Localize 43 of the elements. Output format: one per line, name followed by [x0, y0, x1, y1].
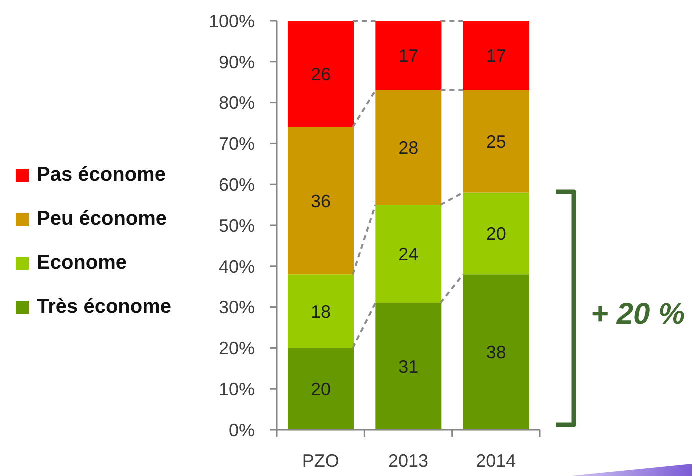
x-tick-label: 2013: [388, 450, 429, 471]
y-tick-label: 90%: [218, 52, 255, 72]
y-tick-label: 30%: [218, 298, 255, 318]
legend-label: Très économe: [37, 296, 172, 318]
y-tick-label: 60%: [218, 174, 255, 195]
data-label: 20: [310, 379, 332, 400]
y-tick-label: 20%: [218, 338, 255, 359]
bar: [288, 21, 354, 128]
y-tick-label: 100%: [208, 11, 255, 32]
bar: [463, 192, 530, 275]
data-label: 18: [310, 302, 332, 322]
bar: [288, 127, 354, 275]
bar: [463, 90, 530, 193]
data-label: 25: [486, 132, 506, 152]
data-label: 20: [486, 224, 506, 244]
data-label: 28: [398, 138, 419, 158]
y-tick-label: 40%: [218, 256, 255, 277]
data-label: 38: [486, 342, 506, 363]
x-tick-label: 2014: [476, 450, 516, 471]
bar: [288, 348, 354, 430]
data-label: 31: [398, 356, 419, 377]
bar: [463, 274, 530, 430]
legend-label: Peu économe: [37, 208, 168, 230]
text: + 20 %: [591, 298, 686, 331]
y-tick-label: 10%: [218, 379, 255, 400]
y-tick-label: 0%: [228, 420, 255, 440]
legend-label: Econome: [37, 252, 128, 274]
bar: [376, 90, 442, 206]
data-label: 26: [310, 64, 332, 85]
bar: [288, 274, 354, 348]
legend-label: Pas économe: [37, 164, 166, 186]
data-label: 36: [310, 191, 332, 212]
y-tick-label: 70%: [218, 134, 255, 154]
bar: [376, 303, 442, 430]
y-tick-label: 80%: [218, 93, 255, 114]
bar: [376, 21, 442, 91]
y-tick-label: 50%: [218, 216, 255, 236]
data-label: 17: [486, 46, 506, 66]
bar: [376, 205, 442, 304]
data-label: 17: [398, 46, 419, 66]
data-label: 24: [398, 244, 419, 265]
x-tick-label: PZO: [302, 450, 340, 471]
bar: [463, 21, 530, 91]
